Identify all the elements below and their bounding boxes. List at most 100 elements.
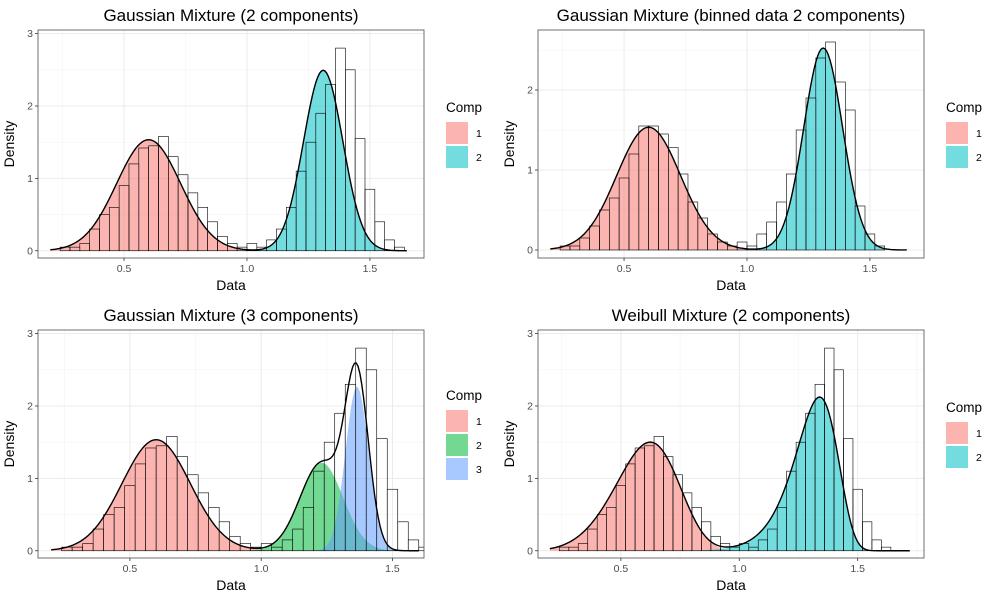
chart-title: Gaussian Mixture (3 components) xyxy=(103,306,358,325)
x-tick-label: 0.5 xyxy=(614,563,629,575)
histogram-bar xyxy=(854,205,866,251)
y-tick-label: 2 xyxy=(527,85,533,97)
mixture-density-line xyxy=(50,69,407,252)
y-tick-label: 1 xyxy=(27,473,33,485)
legend-label-2: 2 xyxy=(976,152,982,164)
x-tick-label: 1.0 xyxy=(732,563,747,575)
y-tick-label: 0 xyxy=(27,545,33,557)
legend-label-1: 1 xyxy=(976,128,982,140)
y-tick-label: 3 xyxy=(527,328,533,340)
component-area-1 xyxy=(50,139,407,251)
component-area-1 xyxy=(549,442,910,551)
panel-border xyxy=(37,329,425,559)
panel-border xyxy=(537,29,925,259)
x-tick-label: 1.0 xyxy=(254,563,269,575)
legend-key-3 xyxy=(446,458,468,480)
y-axis-title: Density xyxy=(1,121,17,168)
histogram-bar xyxy=(407,539,420,552)
y-tick-label: 3 xyxy=(27,328,33,340)
y-tick-label: 1 xyxy=(27,173,33,185)
y-axis-title: Density xyxy=(1,421,17,468)
legend: Comp 1 2 xyxy=(946,100,982,168)
y-tick-label: 2 xyxy=(527,401,533,413)
histogram-bar xyxy=(845,109,856,251)
legend-key-2 xyxy=(446,146,468,168)
legend-key-2 xyxy=(946,146,968,168)
histogram-bar xyxy=(852,488,863,552)
component-area-2 xyxy=(51,462,419,551)
y-tick-label: 0 xyxy=(27,245,33,257)
chart-panel-1: 0.5 1.0 1.5 0 1 2 3 Gaussian Mixture (2 compone… xyxy=(1,6,482,293)
legend-title: Comp xyxy=(946,100,982,115)
legend-label-2: 2 xyxy=(476,440,482,452)
legend-title: Comp xyxy=(446,100,482,115)
plot-area xyxy=(51,347,424,552)
legend-key-1 xyxy=(446,410,468,432)
component-area-2 xyxy=(549,397,910,551)
legend-label-1: 1 xyxy=(976,428,982,440)
y-tick-label: 2 xyxy=(27,101,33,113)
chart-panel-4: 0.5 1.0 1.5 0 1 2 3 Weibull Mixture (2 componen… xyxy=(501,306,982,593)
legend-key-2 xyxy=(946,446,968,468)
legend-key-2 xyxy=(446,434,468,456)
y-tick-label: 3 xyxy=(27,28,33,40)
legend-label-2: 2 xyxy=(976,452,982,464)
x-tick-label: 0.5 xyxy=(123,563,138,575)
y-tick-label: 0 xyxy=(527,245,533,257)
legend-label-1: 1 xyxy=(476,416,482,428)
x-axis-title: Data xyxy=(716,277,746,293)
plot-area xyxy=(550,41,907,251)
component-area-2 xyxy=(50,70,407,251)
y-tick-label: 0 xyxy=(527,545,533,557)
histogram-bar xyxy=(386,488,399,552)
component-area-1 xyxy=(51,439,419,551)
x-tick-label: 1.5 xyxy=(850,563,865,575)
mixture-density-line xyxy=(51,362,419,552)
y-tick-label: 2 xyxy=(27,401,33,413)
chart-title: Gaussian Mixture (2 components) xyxy=(103,6,358,25)
x-axis-title: Data xyxy=(716,577,746,593)
histogram-bar xyxy=(864,233,876,251)
x-tick-label: 0.5 xyxy=(617,263,632,275)
chart-panel-3: 0.5 1.0 1.5 0 1 2 3 Gaussian Mixture (3 compone… xyxy=(1,306,482,593)
x-axis-title: Data xyxy=(216,577,246,593)
legend-label-1: 1 xyxy=(476,128,482,140)
y-axis-title: Density xyxy=(501,421,517,468)
chart-title: Weibull Mixture (2 components) xyxy=(612,306,851,325)
plot-area xyxy=(549,347,910,552)
legend-title: Comp xyxy=(446,388,482,403)
x-tick-label: 1.5 xyxy=(863,263,878,275)
mixture-density-line xyxy=(550,47,907,251)
legend-title: Comp xyxy=(946,400,982,415)
x-tick-label: 0.5 xyxy=(117,263,132,275)
x-tick-label: 1.0 xyxy=(740,263,755,275)
legend-label-2: 2 xyxy=(476,152,482,164)
component-area-2 xyxy=(550,48,907,251)
panel-border xyxy=(537,329,925,559)
histogram-bar xyxy=(364,188,376,252)
x-tick-label: 1.0 xyxy=(240,263,255,275)
histogram-bar xyxy=(871,539,882,552)
mixture-density-line xyxy=(549,396,910,552)
legend-key-1 xyxy=(946,422,968,444)
legend-label-3: 3 xyxy=(476,464,482,476)
x-tick-label: 1.5 xyxy=(385,563,400,575)
x-axis-title: Data xyxy=(216,277,246,293)
histogram-bar xyxy=(862,521,873,552)
y-tick-label: 1 xyxy=(527,473,533,485)
legend-key-1 xyxy=(446,122,468,144)
legend: Comp 1 2 3 xyxy=(446,388,482,480)
y-tick-label: 1 xyxy=(527,165,533,177)
plot-area xyxy=(50,47,407,252)
legend: Comp 1 2 xyxy=(946,400,982,468)
legend: Comp 1 2 xyxy=(446,100,482,168)
chart-title: Gaussian Mixture (binned data 2 componen… xyxy=(557,6,906,25)
legend-key-1 xyxy=(946,122,968,144)
x-tick-label: 1.5 xyxy=(363,263,378,275)
component-area-1 xyxy=(550,127,907,250)
histogram-bar xyxy=(397,521,409,552)
panel-border xyxy=(37,29,425,259)
histogram-bar xyxy=(374,221,385,252)
chart-panel-2: 0.5 1.0 1.5 0 1 2 Gaussian Mixture (binned dat… xyxy=(501,6,982,293)
